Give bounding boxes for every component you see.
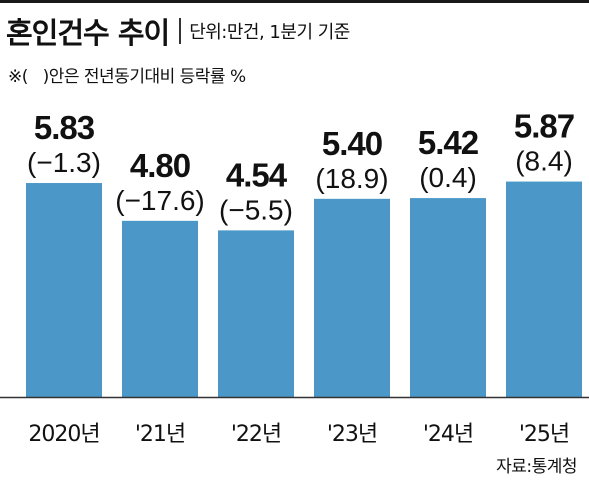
chart-title: 혼인건수 추이 (6, 16, 170, 50)
top-rule (0, 0, 589, 3)
bar-1 (122, 220, 198, 397)
bar-2 (218, 230, 294, 397)
change-label-0: (−1.3) (27, 147, 101, 178)
change-label-1: (−17.6) (115, 185, 205, 216)
change-rate-note: ※( )안은 전년동기대비 등락률 % (8, 67, 246, 87)
header: 혼인건수 추이 단위:만건, 1분기 기준 (6, 10, 350, 52)
category-label-5: '25년 (519, 422, 569, 447)
unit-label: 단위:만건, 1분기 기준 (189, 22, 350, 43)
change-label-3: (18.9) (315, 163, 388, 194)
change-label-5: (8.4) (515, 146, 573, 177)
value-label-5: 5.87 (514, 108, 574, 145)
category-label-3: '23년 (327, 422, 377, 447)
value-label-0: 5.83 (34, 109, 95, 146)
source-label: 자료:통계청 (496, 457, 577, 477)
category-label-0: 2020년 (28, 422, 99, 447)
value-label-3: 5.40 (322, 125, 382, 162)
value-label-4: 5.42 (418, 124, 479, 161)
category-label-1: '21년 (135, 422, 185, 447)
bar-3 (314, 198, 390, 397)
category-label-4: '24년 (423, 422, 473, 447)
value-label-1: 4.80 (130, 147, 190, 184)
change-label-4: (0.4) (419, 162, 477, 193)
title-divider (179, 18, 182, 44)
value-label-2: 4.54 (226, 156, 288, 193)
bar-0 (26, 183, 102, 397)
change-label-2: (−5.5) (219, 194, 293, 225)
bar-4 (410, 198, 486, 397)
category-label-2: '22년 (231, 422, 281, 447)
bar-5 (506, 181, 582, 397)
